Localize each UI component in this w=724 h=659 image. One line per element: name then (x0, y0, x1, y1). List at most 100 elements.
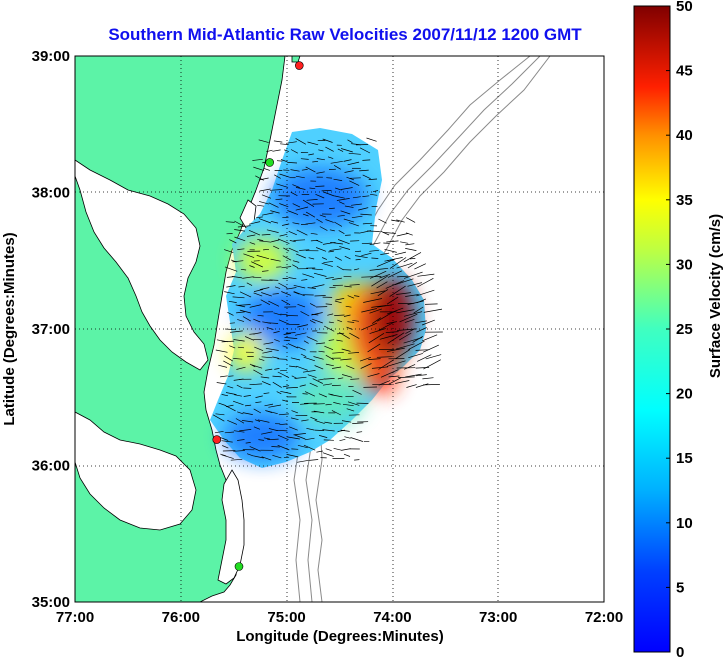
velocity-vector (327, 313, 334, 316)
velocity-vector (405, 294, 419, 297)
velocity-vector (267, 438, 279, 441)
velocity-vector (310, 416, 318, 421)
velocity-vector (286, 287, 297, 290)
velocity-vector (291, 410, 299, 414)
velocity-vector (341, 187, 353, 190)
velocity-vector (386, 296, 399, 305)
velocity-vector (323, 191, 335, 197)
velocity-vector (370, 290, 386, 295)
velocity-vector (329, 286, 336, 289)
velocity-vector (276, 183, 289, 188)
velocity-vector (225, 221, 235, 223)
velocity-vector (253, 426, 261, 430)
velocity-vector (378, 359, 394, 370)
velocity-vector (269, 189, 283, 191)
velocity-vector (234, 394, 242, 397)
velocity-vector (281, 266, 292, 269)
velocity-vector (296, 459, 309, 463)
velocity-vector (396, 292, 411, 295)
velocity-vector (312, 378, 323, 384)
velocity-vector (424, 303, 438, 305)
velocity-vector (338, 201, 345, 205)
velocity-vector (286, 387, 298, 389)
velocity-vector (333, 447, 342, 451)
velocity-vector (359, 356, 372, 362)
velocity-vector (274, 368, 280, 370)
velocity-vector (301, 169, 308, 171)
velocity-vector (301, 419, 309, 422)
velocity-vector (407, 262, 418, 269)
velocity-vector (239, 309, 251, 314)
velocity-vector (311, 312, 323, 316)
velocity-vector (292, 264, 299, 269)
radar-site-marker (234, 562, 244, 571)
velocity-vector (279, 203, 289, 208)
velocity-vector (421, 319, 435, 326)
velocity-vector (282, 385, 290, 388)
velocity-vector (236, 366, 246, 370)
velocity-vector (280, 313, 288, 316)
velocity-vector (337, 377, 344, 380)
velocity-vector (403, 271, 423, 279)
velocity-vector (343, 218, 355, 223)
velocity-vector (341, 420, 352, 423)
velocity-vector (408, 340, 425, 350)
velocity-vector (295, 206, 309, 211)
velocity-vector (307, 287, 316, 289)
velocity-vector (293, 433, 306, 436)
velocity-vector (315, 247, 327, 252)
velocity-vector (343, 159, 352, 162)
velocity-vector (328, 339, 335, 341)
velocity-vector (350, 437, 364, 442)
velocity-vector (407, 300, 424, 305)
velocity-vector (396, 275, 409, 278)
velocity-vector (316, 450, 323, 453)
velocity-vector (371, 275, 388, 287)
velocity-vector (377, 304, 393, 308)
velocity-vector (322, 138, 333, 143)
velocity-vector (349, 284, 360, 286)
velocity-vector (295, 138, 307, 145)
velocity-vector (263, 392, 270, 394)
velocity-vector (249, 265, 255, 268)
velocity-vector (300, 353, 307, 358)
y-axis-label: Latitude (Degrees:Minutes) (1, 232, 18, 425)
velocity-vector (395, 380, 410, 384)
velocity-vector (369, 242, 381, 245)
velocity-vector (329, 229, 335, 232)
velocity-vector (331, 410, 342, 416)
velocity-vector (425, 354, 442, 360)
velocity-vector (404, 364, 416, 370)
velocity-vector (385, 331, 399, 333)
velocity-vector (367, 373, 380, 378)
velocity-vector (313, 410, 325, 414)
velocity-vector (342, 403, 354, 407)
velocity-vector (271, 446, 280, 448)
velocity-vector (232, 400, 244, 406)
velocity-vector (325, 403, 332, 406)
velocity-vector (237, 411, 244, 415)
velocity-vector (335, 187, 342, 191)
velocity-vector (378, 380, 391, 386)
velocity-vector (258, 218, 272, 224)
velocity-vector (336, 339, 343, 342)
velocity-vector (318, 393, 327, 398)
velocity-vector (287, 436, 300, 440)
velocity-vector (382, 231, 396, 234)
velocity-vector (354, 250, 362, 253)
velocity-vector (352, 196, 361, 199)
velocity-vector (386, 321, 397, 324)
colorbar-tick-label: 30 (676, 256, 693, 273)
velocity-vector (275, 198, 283, 201)
velocity-vector (248, 229, 261, 236)
velocity-vector (413, 306, 424, 314)
velocity-vector (403, 252, 422, 263)
velocity-vector (305, 222, 316, 225)
velocity-vector (230, 458, 243, 461)
velocity-vector (399, 313, 418, 323)
velocity-vector (332, 277, 342, 280)
velocity-vector (290, 149, 298, 154)
velocity-vector (333, 164, 341, 170)
velocity-vector (361, 276, 382, 278)
velocity-vector (297, 324, 309, 328)
